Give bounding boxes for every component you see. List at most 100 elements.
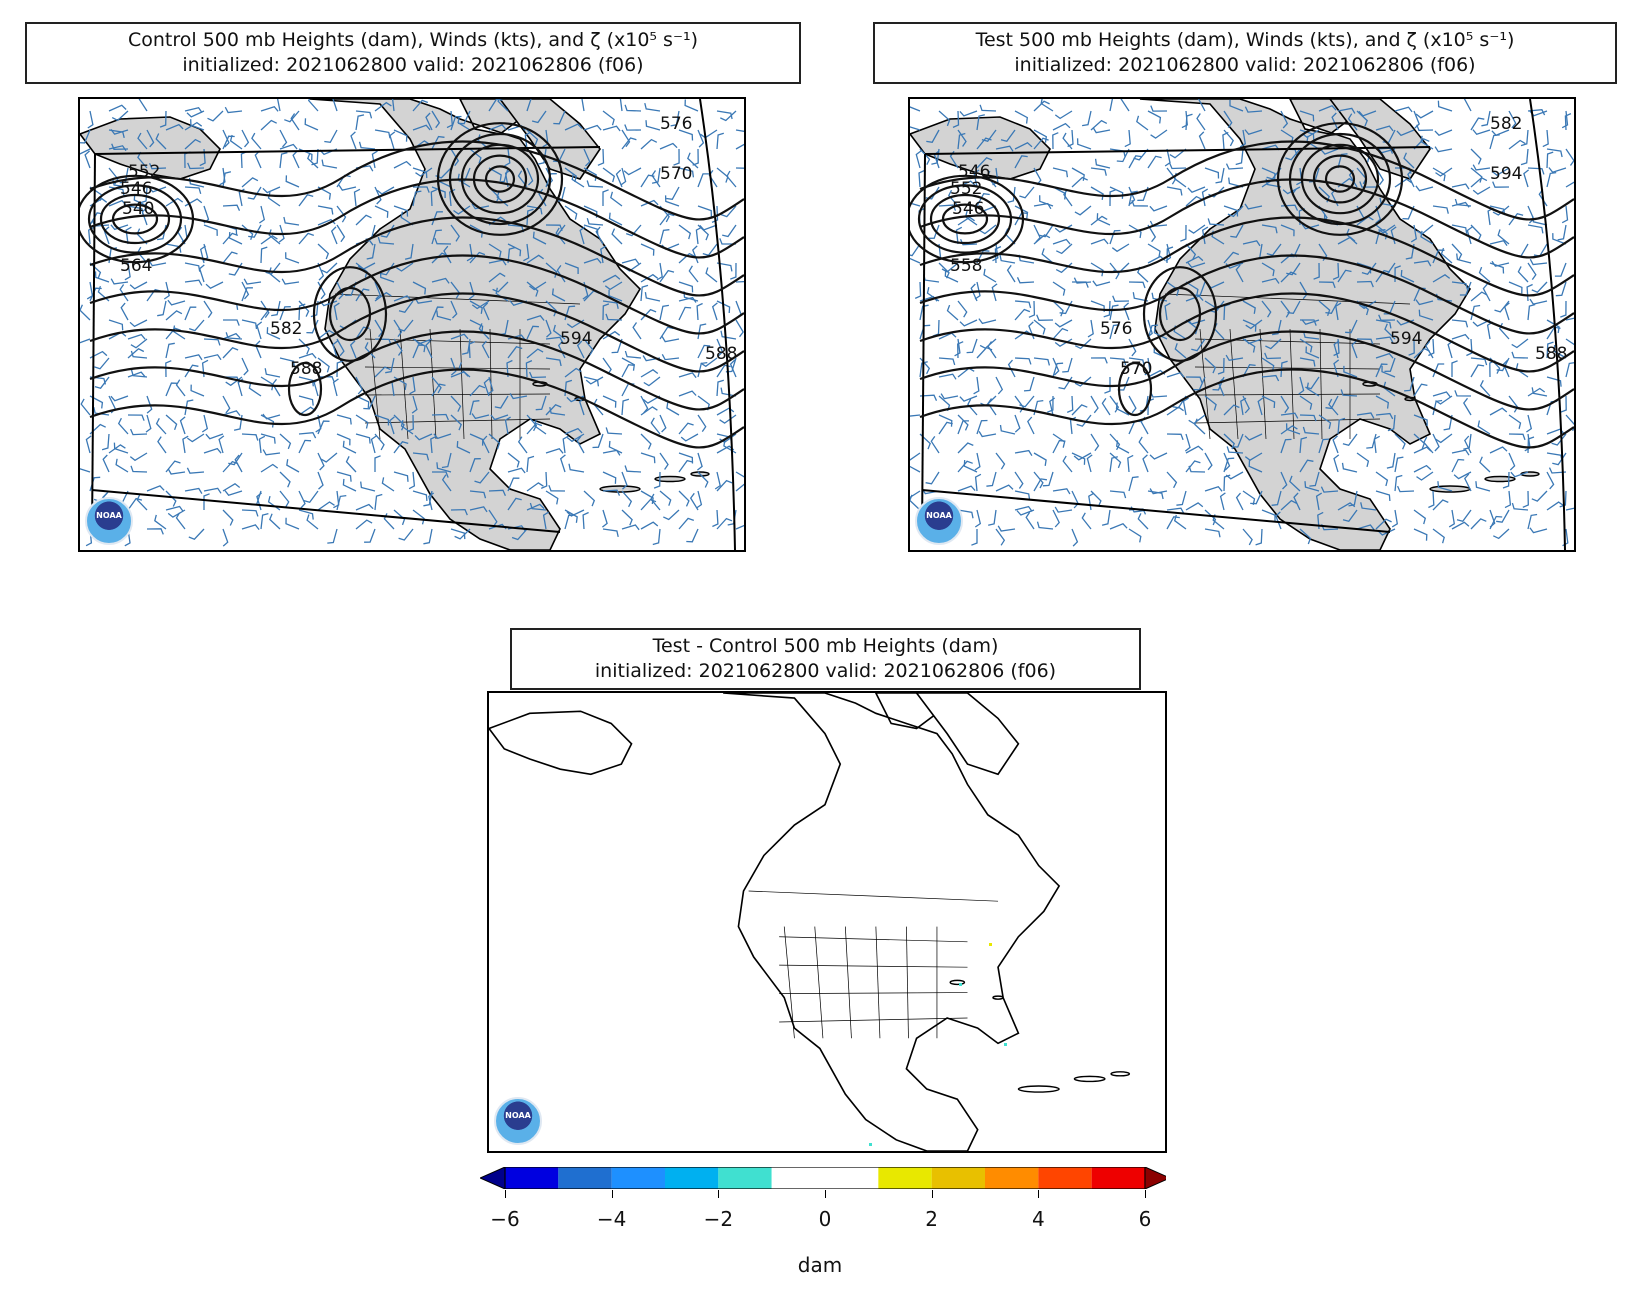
difference-spot [959,983,962,986]
wind-barb [602,189,609,206]
wind-barb [1204,509,1217,526]
wind-barb [129,281,148,290]
wind-barb [1546,471,1555,490]
wind-barb [611,228,623,245]
wind-barb [412,124,431,131]
state-border [364,393,551,396]
wind-barb [1416,224,1434,235]
wind-barb [1187,262,1206,269]
wind-barb [428,492,435,511]
wind-barb [997,525,1016,532]
wind-barb [224,106,243,114]
wind-barb [1337,417,1346,435]
wind-barb [995,528,1006,546]
wind-barb [317,262,325,281]
wind-barb [450,300,458,319]
wind-barb [1375,205,1382,224]
wind-barb [507,246,516,264]
wind-barb [700,357,718,368]
wind-barb [1052,122,1071,131]
wind-barb [615,169,623,188]
wind-barb [1477,420,1491,435]
wind-barb [146,395,153,414]
wind-barb [1304,481,1320,492]
colorbar [480,1167,1166,1189]
contour-line [919,140,1574,221]
wind-barb [258,435,266,454]
wind-barb [1520,148,1529,166]
wind-barb [450,115,462,131]
wind-barb [1261,262,1275,277]
wind-barb [1196,113,1206,131]
wind-barb [1261,178,1279,188]
wind-barb [1434,146,1453,153]
wind-barb [716,517,733,530]
wind-barb [432,471,449,478]
wind-barb [1432,274,1451,283]
wind-barb [1345,319,1358,334]
wind-barb [431,135,445,150]
wind-barb [469,490,487,499]
wind-barb [1242,528,1253,546]
wind-barb [1511,502,1529,511]
wind-barb [1413,138,1430,150]
wind-barb [678,281,694,293]
wind-barb [1564,113,1572,131]
wind-barb [1040,99,1054,112]
wind-barb [163,281,170,300]
wind-barb [564,427,583,435]
wind-barb [696,490,703,509]
wind-barb [1074,376,1092,387]
wind-barb [1548,167,1567,173]
wind-barb [1149,488,1168,495]
wind-barb [488,489,506,497]
wind-barb [571,173,585,188]
wind-barb [1109,433,1121,451]
wind-barb [1318,438,1330,454]
wind-barb [1475,481,1491,492]
wind-barb [1456,509,1472,523]
wind-barb [540,471,548,489]
wind-barb [1014,490,1031,500]
wind-barb [1381,365,1396,378]
wind-barb [1527,303,1536,321]
wind-barb [412,490,428,501]
state-border [1319,328,1323,440]
wind-barb [1076,414,1092,427]
wind-barb [1094,158,1111,169]
wind-barb [320,452,338,463]
wind-barb [678,224,692,240]
wind-barb [940,393,959,400]
wind-barb [661,336,680,343]
colorbar-under-arrow [480,1167,506,1189]
contour-line [919,330,1574,411]
wind-barb [336,281,344,300]
wind-barb [336,471,352,482]
wind-barb [1356,524,1375,531]
wind-barb [910,465,921,473]
wind-barb [1235,264,1244,283]
wind-barb [188,319,205,332]
wind-barb [1356,280,1374,288]
wind-barb [1223,452,1231,471]
wind-barb [986,471,997,487]
wind-barb [644,292,661,302]
wind-barb [1451,449,1470,456]
wind-barb [586,180,604,188]
wind-barb [1531,281,1548,293]
wind-barb [602,489,621,496]
wind-barb [1147,110,1162,124]
contour-line [89,254,744,335]
wind-barb [411,395,418,414]
wind-barb [1333,340,1340,359]
height-contours [910,122,1574,449]
colorbar-segment [825,1167,879,1189]
wind-barb [973,376,980,395]
wind-barb [285,175,300,188]
wind-barb [1047,395,1054,413]
wind-barb [602,330,621,340]
test-title: Test 500 mb Heights (dam), Winds (kts), … [873,22,1617,84]
wind-barb [1115,440,1130,454]
wind-barb [355,376,363,395]
wind-barb [241,509,259,517]
